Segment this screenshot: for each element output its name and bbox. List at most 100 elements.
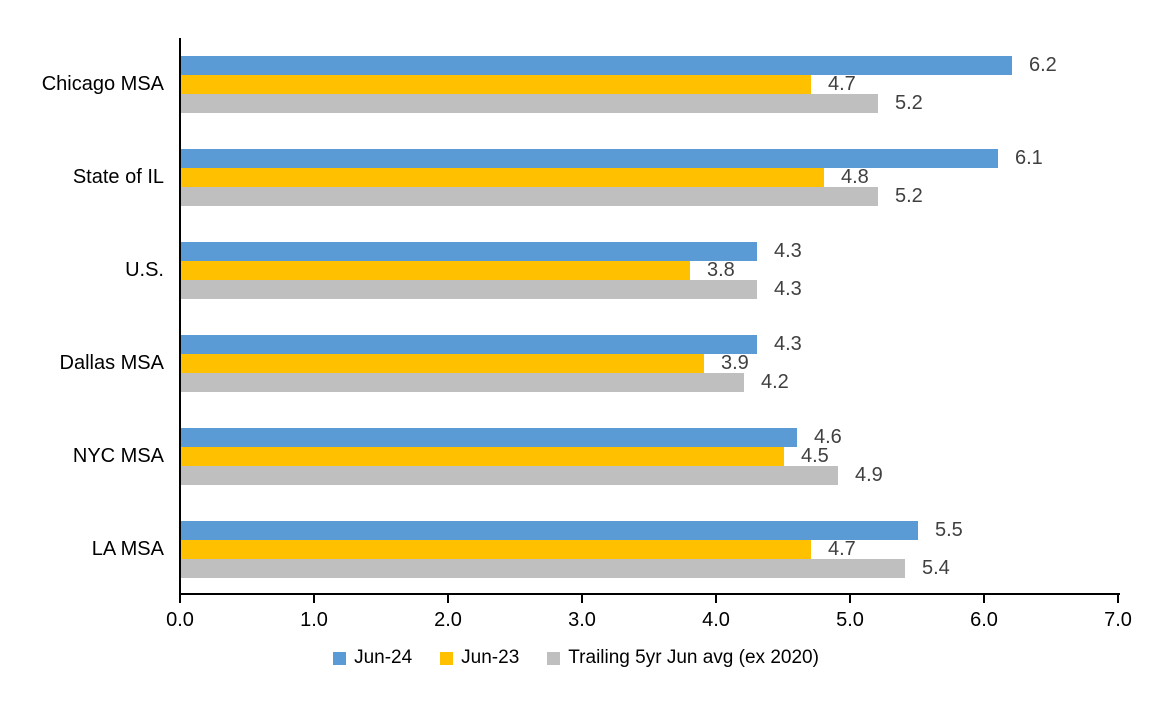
bar-jun-24	[181, 521, 918, 540]
category-label: Dallas MSA	[59, 352, 164, 374]
legend-swatch-icon	[547, 651, 561, 665]
legend: Jun-24 Jun-23 Trailing 5yr Jun avg (ex 202…	[0, 647, 1152, 669]
bar-trailing-5yr-jun-avg-ex-2020-	[181, 94, 878, 113]
x-tick-label: 4.0	[702, 609, 730, 631]
bar-jun-23	[181, 261, 690, 280]
category-label: U.S.	[125, 259, 164, 281]
data-label: 4.2	[761, 371, 789, 393]
bar-row: 4.2	[181, 371, 802, 393]
x-tick-mark	[983, 595, 985, 603]
bar-stack: 4.3 3.8 4.3	[181, 240, 802, 300]
category-label: LA MSA	[91, 538, 164, 560]
bar-jun-23	[181, 168, 824, 187]
data-label: 3.8	[707, 259, 735, 281]
bar-jun-23	[181, 75, 811, 94]
data-label: 5.2	[895, 92, 923, 114]
x-tick-label: 5.0	[836, 609, 864, 631]
bar-group: State of IL 6.1 4.8 5.2	[0, 147, 1152, 207]
bar-stack: 5.5 4.7 5.4	[181, 519, 963, 579]
bar-row: 3.9	[181, 352, 802, 374]
bar-row: 6.2	[181, 54, 1057, 76]
legend-label: Jun-24	[354, 647, 413, 668]
bar-group: Dallas MSA 4.3 3.9 4.2	[0, 333, 1152, 393]
bar-jun-23	[181, 540, 811, 559]
legend-item: Trailing 5yr Jun avg (ex 2020)	[547, 647, 819, 669]
legend-item: Jun-23	[440, 647, 519, 669]
x-tick-label: 7.0	[1104, 609, 1132, 631]
x-tick-mark	[447, 595, 449, 603]
bar-row: 5.5	[181, 519, 963, 541]
x-tick-label: 1.0	[300, 609, 328, 631]
x-tick-label: 2.0	[434, 609, 462, 631]
bar-jun-24	[181, 149, 998, 168]
x-tick-mark	[715, 595, 717, 603]
bar-row: 4.3	[181, 278, 802, 300]
bar-row: 4.3	[181, 240, 802, 262]
x-tick-mark	[581, 595, 583, 603]
bar-jun-23	[181, 354, 704, 373]
data-label: 4.7	[828, 538, 856, 560]
data-label: 4.7	[828, 73, 856, 95]
bar-row: 4.9	[181, 464, 883, 486]
bar-trailing-5yr-jun-avg-ex-2020-	[181, 187, 878, 206]
data-label: 4.6	[814, 426, 842, 448]
bar-jun-24	[181, 242, 757, 261]
data-label: 5.5	[935, 519, 963, 541]
bar-group: Chicago MSA 6.2 4.7 5.2	[0, 54, 1152, 114]
bar-trailing-5yr-jun-avg-ex-2020-	[181, 373, 744, 392]
bar-row: 4.7	[181, 73, 1057, 95]
x-tick-mark	[1117, 595, 1119, 603]
legend-label: Trailing 5yr Jun avg (ex 2020)	[568, 647, 819, 668]
bar-stack: 4.3 3.9 4.2	[181, 333, 802, 393]
data-label: 5.4	[922, 557, 950, 579]
bar-row: 3.8	[181, 259, 802, 281]
bar-row: 4.5	[181, 445, 883, 467]
bar-trailing-5yr-jun-avg-ex-2020-	[181, 559, 905, 578]
legend-swatch-icon	[333, 651, 347, 665]
legend-label: Jun-23	[461, 647, 520, 668]
bar-stack: 6.1 4.8 5.2	[181, 147, 1043, 207]
bar-trailing-5yr-jun-avg-ex-2020-	[181, 280, 757, 299]
x-axis-line	[179, 593, 1120, 595]
x-tick-label: 6.0	[970, 609, 998, 631]
data-label: 3.9	[721, 352, 749, 374]
data-label: 4.3	[774, 278, 802, 300]
category-label: State of IL	[72, 166, 164, 188]
bar-stack: 6.2 4.7 5.2	[181, 54, 1057, 114]
category-label: NYC MSA	[72, 445, 164, 467]
bar-group: U.S. 4.3 3.8 4.3	[0, 240, 1152, 300]
bar-row: 5.2	[181, 185, 1043, 207]
bar-row: 4.8	[181, 166, 1043, 188]
data-label: 4.9	[855, 464, 883, 486]
data-label: 4.5	[801, 445, 829, 467]
data-label: 4.3	[774, 240, 802, 262]
x-tick-label: 0.0	[166, 609, 194, 631]
legend-item: Jun-24	[333, 647, 412, 669]
bar-trailing-5yr-jun-avg-ex-2020-	[181, 466, 838, 485]
bar-row: 4.7	[181, 538, 963, 560]
bar-group: NYC MSA 4.6 4.5 4.9	[0, 426, 1152, 486]
bar-row: 6.1	[181, 147, 1043, 169]
bar-row: 5.2	[181, 92, 1057, 114]
bar-jun-24	[181, 428, 797, 447]
data-label: 6.2	[1029, 54, 1057, 76]
x-tick-mark	[179, 595, 181, 603]
data-label: 5.2	[895, 185, 923, 207]
data-label: 6.1	[1015, 147, 1043, 169]
bar-stack: 4.6 4.5 4.9	[181, 426, 883, 486]
bar-jun-24	[181, 56, 1012, 75]
x-tick-mark	[849, 595, 851, 603]
legend-swatch-icon	[440, 651, 454, 665]
data-label: 4.3	[774, 333, 802, 355]
category-label: Chicago MSA	[41, 73, 164, 95]
bar-row: 4.6	[181, 426, 883, 448]
bar-group: LA MSA 5.5 4.7 5.4	[0, 519, 1152, 579]
bar-jun-24	[181, 335, 757, 354]
bar-jun-23	[181, 447, 784, 466]
x-tick-label: 3.0	[568, 609, 596, 631]
data-label: 4.8	[841, 166, 869, 188]
bar-row: 4.3	[181, 333, 802, 355]
y-axis-line	[179, 38, 181, 595]
bar-row: 5.4	[181, 557, 963, 579]
